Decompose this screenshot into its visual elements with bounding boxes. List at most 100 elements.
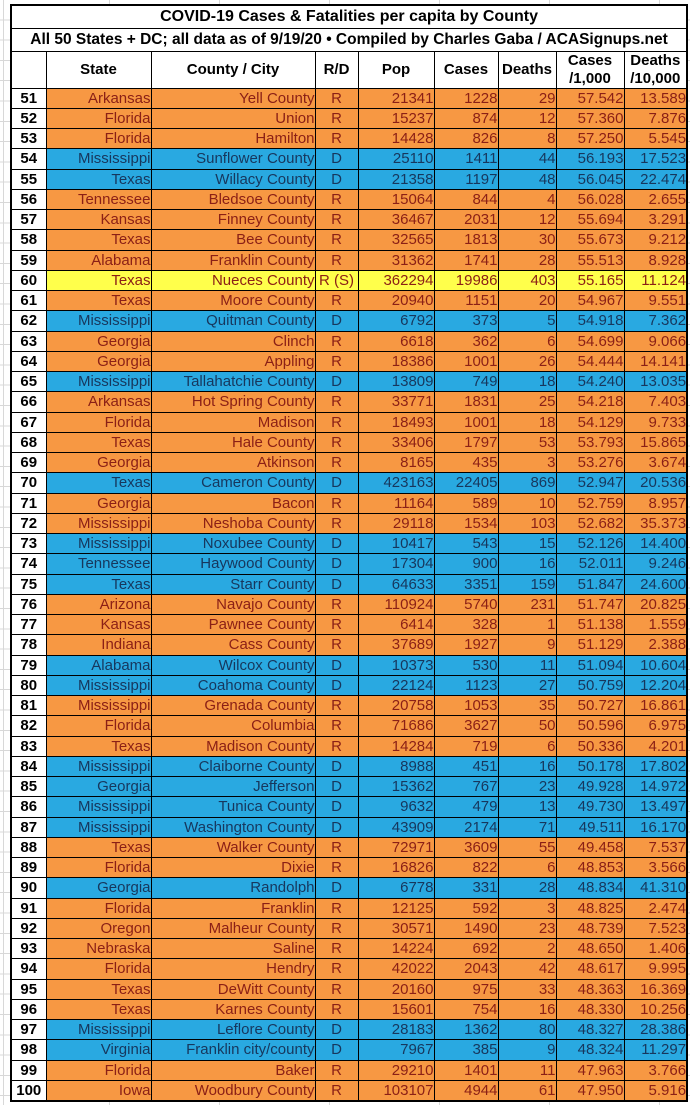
cases-cell: 844 — [433, 188, 499, 211]
rank-cell: 75 — [10, 573, 47, 595]
cases-cell: 1813 — [433, 229, 499, 251]
rank-cell: 62 — [10, 310, 47, 332]
deaths-per-10000-cell: 10.256 — [623, 998, 688, 1021]
county-cell: Navajo County — [150, 593, 316, 616]
party-cell: R — [314, 958, 359, 980]
table-row: 61 Texas Moore County R 20940 1151 20 54.967 9.5… — [10, 289, 688, 312]
cases-per-1000-cell: 51.747 — [555, 593, 625, 616]
deaths-per-10000-cell: 3.766 — [623, 1059, 688, 1081]
table-row: 68 Texas Hale County R 33406 1797 53 53.793 15.8… — [10, 431, 688, 454]
table-row: 74 Tennessee Haywood County D 17304 900 16 52.0… — [10, 553, 688, 575]
deaths-per-10000-cell: 3.566 — [623, 856, 688, 879]
cases-per-1000-cell: 49.928 — [555, 775, 625, 798]
county-cell: Malheur County — [150, 917, 316, 940]
state-cell: Georgia — [45, 492, 152, 514]
county-cell: Claiborne County — [150, 755, 316, 778]
cases-cell: 2174 — [433, 816, 499, 838]
cases-per-1000-cell: 49.458 — [555, 836, 625, 859]
cases-cell: 754 — [433, 998, 499, 1021]
deaths-per-10000-cell: 13.589 — [623, 87, 688, 109]
deaths-per-10000-cell: 16.861 — [623, 694, 688, 717]
party-cell: D — [314, 168, 359, 190]
party-cell: R — [314, 289, 359, 312]
deaths-cell: 53 — [497, 431, 557, 454]
cases-cell: 719 — [433, 735, 499, 757]
population-cell: 25110 — [357, 148, 435, 170]
county-cell: Starr County — [150, 573, 316, 595]
state-cell: Florida — [45, 411, 152, 433]
state-cell: Georgia — [45, 451, 152, 474]
rank-cell: 70 — [10, 472, 47, 494]
rank-cell: 66 — [10, 391, 47, 413]
county-cell: Haywood County — [150, 553, 316, 575]
table-row: 69 Georgia Atkinson R 8165 435 3 53.276 3.674 — [10, 451, 688, 474]
state-cell: Mississippi — [45, 755, 152, 778]
cases-cell: 2043 — [433, 958, 499, 980]
county-cell: Cameron County — [150, 472, 316, 494]
cases-per-1000-cell: 54.444 — [555, 350, 625, 373]
population-cell: 423163 — [357, 472, 435, 494]
deaths-per-10000-cell: 7.362 — [623, 310, 688, 332]
deaths-per-10000-cell: 20.825 — [623, 593, 688, 616]
deaths-per-10000-cell: 9.995 — [623, 958, 688, 980]
deaths-per-10000-cell: 3.674 — [623, 451, 688, 474]
population-cell: 71686 — [357, 715, 435, 737]
population-cell: 37689 — [357, 634, 435, 656]
deaths-cell: 18 — [497, 370, 557, 393]
party-cell: R — [314, 87, 359, 109]
county-cell: Tunica County — [150, 796, 316, 818]
deaths-cell: 48 — [497, 168, 557, 190]
cases-per-1000-cell: 48.834 — [555, 877, 625, 899]
cases-cell: 530 — [433, 654, 499, 676]
deaths-cell: 13 — [497, 796, 557, 818]
deaths-cell: 18 — [497, 411, 557, 433]
county-cell: Woodbury County — [150, 1079, 316, 1102]
deaths-per-10000-cell: 8.928 — [623, 249, 688, 271]
deaths-cell: 28 — [497, 877, 557, 899]
cases-cell: 19986 — [433, 269, 499, 292]
party-cell: R (S) — [314, 269, 359, 292]
party-cell: R — [314, 188, 359, 211]
rank-cell: 76 — [10, 593, 47, 616]
rank-cell: 77 — [10, 613, 47, 636]
column-header-row: State County / City R/D Pop Cases Deaths Cases… — [10, 50, 688, 89]
deaths-per-10000-cell: 2.388 — [623, 634, 688, 656]
cases-per-1000-cell: 54.967 — [555, 289, 625, 312]
county-cell: Franklin city/county — [150, 1039, 316, 1061]
population-cell: 21358 — [357, 168, 435, 190]
deaths-per-10000-cell: 7.876 — [623, 107, 688, 130]
county-cell: Washington County — [150, 816, 316, 838]
party-cell: R — [314, 512, 359, 535]
deaths-cell: 16 — [497, 998, 557, 1021]
rank-cell: 53 — [10, 127, 47, 150]
county-cell: Union — [150, 107, 316, 130]
party-cell: R — [314, 856, 359, 879]
deaths-per-10000-cell: 14.972 — [623, 775, 688, 798]
state-cell: Texas — [45, 998, 152, 1021]
population-cell: 13809 — [357, 370, 435, 393]
table-row: 60 Texas Nueces County R (S) 362294 19986 403 5… — [10, 269, 688, 292]
rank-cell: 71 — [10, 492, 47, 514]
rank-cell: 52 — [10, 107, 47, 130]
party-cell: D — [314, 1018, 359, 1041]
population-cell: 20758 — [357, 694, 435, 717]
rank-cell: 100 — [10, 1079, 47, 1102]
deaths-cell: 44 — [497, 148, 557, 170]
state-cell: Georgia — [45, 877, 152, 899]
party-cell: R — [314, 127, 359, 150]
table-row: 82 Florida Columbia R 71686 3627 50 50.596 6.975 — [10, 715, 688, 737]
deaths-cell: 4 — [497, 188, 557, 211]
deaths-per-10000-cell: 9.733 — [623, 411, 688, 433]
state-cell: Nebraska — [45, 937, 152, 960]
deaths-cell: 5 — [497, 310, 557, 332]
cases-per-1000-cell: 52.011 — [555, 553, 625, 575]
cases-cell: 749 — [433, 370, 499, 393]
table-row: 59 Alabama Franklin County R 31362 1741 28 55.5… — [10, 249, 688, 271]
cases-per-1000-cell: 47.963 — [555, 1059, 625, 1081]
county-cell: Moore County — [150, 289, 316, 312]
rank-cell: 61 — [10, 289, 47, 312]
cases-per-1000-cell: 50.336 — [555, 735, 625, 757]
deaths-per-10000-cell: 11.124 — [623, 269, 688, 292]
state-cell: Texas — [45, 229, 152, 251]
cases-per-1000-cell: 48.330 — [555, 998, 625, 1021]
